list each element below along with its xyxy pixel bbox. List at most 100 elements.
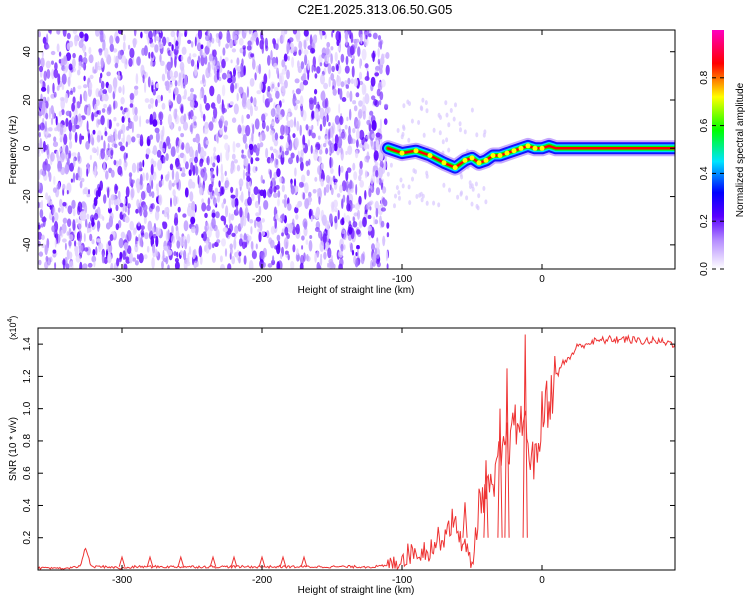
noise-blob — [247, 235, 252, 242]
noise-blob — [139, 236, 143, 248]
noise-blob — [374, 161, 379, 167]
noise-blob — [283, 198, 287, 208]
noise-blob — [180, 172, 186, 177]
noise-blob — [372, 252, 377, 264]
noise-blob — [313, 95, 317, 106]
noise-blob — [199, 255, 203, 265]
noise-blob — [203, 126, 209, 135]
noise-blob — [216, 60, 221, 72]
noise-blob — [208, 183, 213, 193]
x-tick-label: 0 — [539, 575, 545, 586]
noise-blob — [197, 142, 201, 154]
noise-blob — [340, 81, 345, 88]
noise-blob — [171, 168, 175, 180]
noise-blob — [100, 148, 105, 160]
noise-blob — [100, 72, 103, 79]
y-tick-label: 0.4 — [22, 498, 33, 512]
faint-blob — [477, 193, 481, 199]
noise-blob — [88, 189, 90, 195]
noise-blob — [331, 65, 336, 73]
noise-blob — [53, 91, 57, 98]
faint-blob — [437, 112, 441, 118]
noise-blob — [121, 116, 125, 123]
noise-blob — [97, 109, 102, 116]
noise-blob — [74, 34, 79, 42]
noise-blob — [232, 31, 235, 41]
noise-blob — [38, 169, 41, 181]
signal-peak — [399, 150, 405, 156]
noise-blob — [334, 51, 338, 62]
noise-blob — [57, 73, 61, 86]
noise-blob — [40, 199, 44, 210]
noise-blob — [46, 96, 50, 103]
faint-blob — [441, 139, 445, 145]
signal-peak — [427, 153, 433, 158]
noise-blob — [238, 38, 244, 46]
noise-blob — [253, 186, 259, 196]
noise-blob — [279, 146, 282, 153]
noise-blob — [333, 181, 338, 190]
noise-blob — [164, 207, 169, 213]
noise-blob — [358, 108, 363, 119]
noise-blob — [106, 71, 111, 77]
noise-blob — [319, 240, 325, 252]
noise-blob — [319, 107, 325, 120]
noise-blob — [197, 175, 200, 185]
noise-blob — [316, 251, 320, 258]
signal-peak — [413, 148, 419, 154]
noise-blob — [312, 34, 318, 44]
noise-blob — [199, 160, 204, 167]
noise-blob — [50, 117, 54, 126]
noise-blob — [305, 160, 309, 167]
noise-blob — [242, 45, 246, 50]
noise-blob — [166, 173, 170, 180]
noise-blob — [277, 198, 280, 207]
noise-blob — [238, 178, 244, 188]
noise-blob — [259, 223, 263, 232]
noise-blob — [372, 50, 375, 63]
noise-blob — [67, 205, 73, 215]
noise-blob — [167, 229, 170, 241]
signal-peak — [532, 145, 538, 151]
noise-blob — [270, 108, 276, 118]
noise-blob — [154, 44, 159, 53]
noise-blob — [345, 55, 349, 66]
noise-blob — [44, 244, 48, 256]
noise-blob — [82, 43, 86, 54]
noise-blob — [216, 93, 222, 105]
noise-blob — [263, 73, 268, 85]
noise-blob — [210, 192, 213, 200]
noise-blob — [62, 238, 67, 243]
noise-blob — [258, 193, 261, 205]
noise-blob — [83, 233, 86, 242]
noise-blob — [156, 149, 162, 158]
noise-blob — [342, 194, 346, 203]
noise-blob — [110, 194, 116, 201]
noise-blob — [371, 133, 376, 139]
snr-bump — [209, 555, 217, 567]
noise-blob — [259, 134, 263, 143]
noise-blob — [173, 70, 179, 78]
noise-blob — [118, 237, 124, 249]
noise-blob — [131, 162, 137, 173]
noise-blob — [289, 119, 294, 128]
noise-blob — [89, 74, 94, 80]
faint-blob — [445, 137, 449, 143]
noise-blob — [190, 162, 194, 172]
noise-blob — [170, 30, 176, 38]
noise-blob — [313, 65, 317, 72]
noise-blob — [378, 177, 382, 186]
noise-blob — [307, 59, 310, 71]
noise-blob — [343, 244, 346, 251]
noise-blob — [147, 76, 151, 88]
noise-blob — [292, 133, 296, 139]
noise-blob — [306, 254, 309, 262]
noise-blob — [334, 215, 338, 224]
noise-blob — [68, 240, 72, 247]
noise-blob — [328, 122, 331, 127]
noise-blob — [120, 97, 125, 105]
noise-blob — [97, 61, 100, 68]
faint-blob — [419, 191, 423, 197]
noise-blob — [79, 31, 84, 39]
noise-blob — [46, 143, 50, 156]
